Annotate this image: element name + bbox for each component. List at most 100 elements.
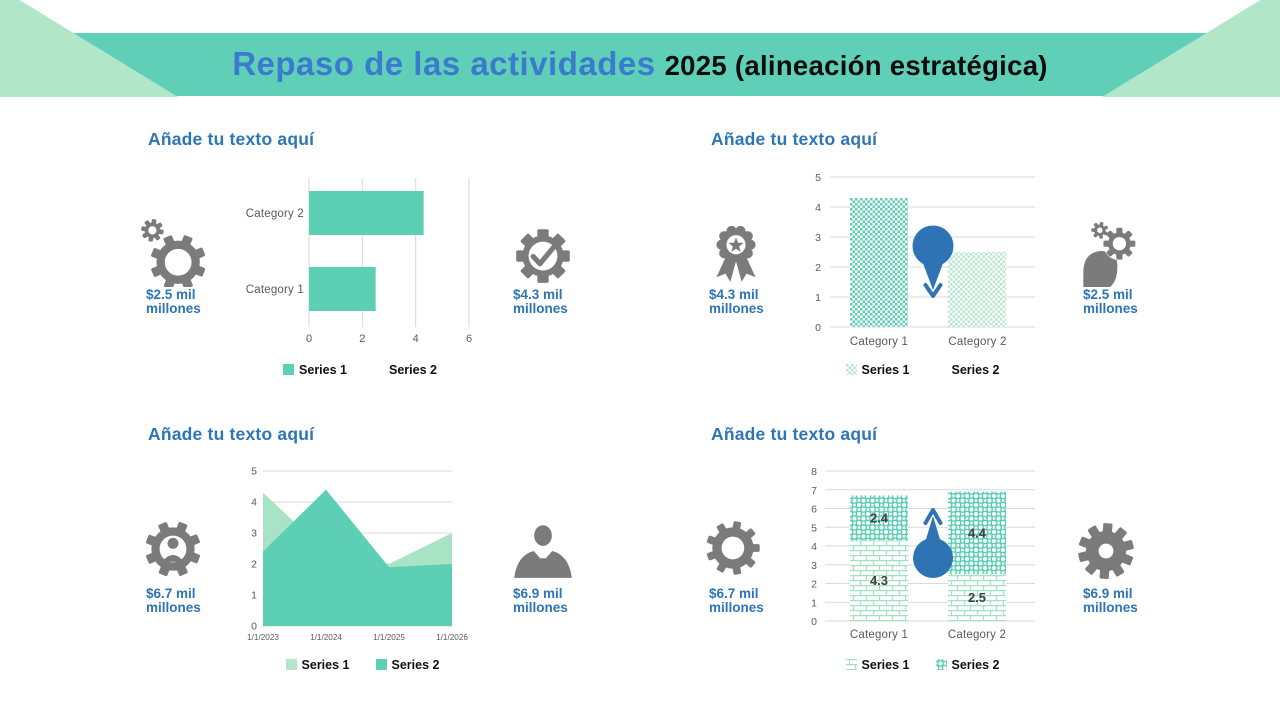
legend-swatch — [935, 659, 947, 670]
svg-text:8: 8 — [811, 466, 817, 478]
svg-text:Category 1: Category 1 — [850, 629, 908, 641]
svg-text:Category 2: Category 2 — [948, 336, 1006, 348]
svg-text:3: 3 — [815, 232, 821, 244]
svg-text:Category 1: Category 1 — [850, 336, 908, 348]
svg-text:Category 2: Category 2 — [246, 208, 304, 220]
svg-text:5: 5 — [251, 466, 257, 478]
legend-label: Series 1 — [299, 363, 347, 377]
header-band — [0, 33, 1280, 96]
chart-column-pattern: 0 1 2 3 4 5 Category 1 Category 2 — [815, 172, 1035, 348]
svg-text:4: 4 — [251, 497, 257, 509]
panel-heading: Añade tu texto aquí — [711, 129, 878, 149]
legend-item: Series 2 — [373, 363, 437, 377]
chart-stacked-column: 0 1 2 3 4 5 6 7 8 4.3 2.5 2.4 4.4 Category 1 Category … — [811, 466, 1035, 641]
panel-bottom-right: Añade tu texto aquí $6.7 mil millones 0 1… — [703, 420, 1183, 700]
stat-right-label: $6.9 mil millones — [513, 586, 568, 616]
svg-text:5: 5 — [815, 172, 821, 184]
svg-text:0: 0 — [251, 621, 257, 633]
legend: Series 1 Series 2 — [230, 363, 490, 377]
svg-text:6: 6 — [811, 504, 817, 516]
svg-text:3: 3 — [811, 560, 817, 572]
legend: Series 1 Series 2 — [805, 363, 1040, 377]
legend-swatch — [936, 364, 947, 375]
svg-text:1: 1 — [811, 597, 817, 609]
panel-heading: Añade tu texto aquí — [711, 424, 878, 444]
svg-text:1: 1 — [251, 590, 257, 602]
slide-title: Repaso de las actividades 2025 (alineació… — [0, 45, 1280, 83]
svg-text:0: 0 — [811, 616, 817, 628]
legend-label: Series 2 — [951, 363, 1000, 377]
svg-text:1/1/2025: 1/1/2025 — [373, 633, 405, 642]
chart-area: 0 1 2 3 4 5 1/1/2023 1/1/2024 1/1/2025 1/1/2026 — [247, 466, 468, 643]
svg-text:4.4: 4.4 — [968, 525, 987, 540]
panel-heading: Añade tu texto aquí — [148, 424, 315, 444]
businessman-icon — [514, 525, 572, 578]
legend-swatch — [845, 659, 857, 670]
legend-swatch — [285, 659, 297, 670]
svg-text:2.4: 2.4 — [870, 510, 889, 525]
person-gear-icon — [145, 521, 201, 577]
award-icon — [716, 225, 756, 282]
svg-text:6: 6 — [466, 333, 472, 345]
legend-label: Series 2 — [391, 658, 440, 672]
svg-text:2: 2 — [251, 559, 257, 571]
legend-label: Series 1 — [861, 658, 910, 672]
stat-left-label: $6.7 mil millones — [146, 586, 201, 616]
svg-text:1/1/2024: 1/1/2024 — [310, 633, 342, 642]
head-gear-icon — [1083, 221, 1136, 287]
ring-gear-icon — [706, 521, 760, 575]
legend-label: Series 2 — [951, 658, 1000, 672]
legend-label: Series 2 — [389, 363, 437, 377]
legend-label: Series 1 — [861, 363, 910, 377]
double-gear-icon — [141, 219, 205, 287]
svg-text:0: 0 — [815, 322, 821, 334]
chart-horizontal-bar: 0 2 4 6 Category 1 Category 2 — [246, 178, 472, 345]
svg-text:Category 1: Category 1 — [246, 284, 304, 296]
legend: Series 1 Series 2 — [805, 658, 1040, 672]
slide-title-main: Repaso de las actividades — [232, 45, 656, 82]
legend-item: Series 1 — [283, 363, 347, 377]
stat-right-label: $4.3 mil millones — [513, 287, 568, 317]
panel-top-left: Añade tu texto aquí $2.5 mil millones 0 2… — [140, 125, 620, 405]
legend-swatch — [375, 659, 387, 670]
legend-item: Series 1 — [285, 658, 350, 672]
svg-text:2: 2 — [811, 579, 817, 591]
svg-text:1/1/2026: 1/1/2026 — [436, 633, 468, 642]
svg-text:2.5: 2.5 — [968, 590, 986, 605]
svg-text:4.3: 4.3 — [870, 573, 888, 588]
legend-item: Series 2 — [935, 658, 1000, 672]
slide-title-suffix: 2025 (alineación estratégica) — [664, 50, 1048, 81]
legend-item: Series 2 — [375, 658, 440, 672]
svg-text:7: 7 — [811, 485, 817, 497]
svg-text:Category 2: Category 2 — [948, 629, 1006, 641]
svg-text:5: 5 — [811, 522, 817, 534]
svg-text:4: 4 — [413, 333, 419, 345]
panel-top-right: Añade tu texto aquí $4.3 mil millones 0 1… — [703, 125, 1183, 405]
legend-swatch — [373, 364, 384, 375]
svg-text:4: 4 — [811, 541, 817, 553]
gear-check-icon — [516, 229, 570, 283]
svg-text:1/1/2023: 1/1/2023 — [247, 633, 279, 642]
stat-left-label: $2.5 mil millones — [146, 287, 201, 317]
svg-text:1: 1 — [815, 292, 821, 304]
svg-text:2: 2 — [815, 262, 821, 274]
stat-right-label: $2.5 mil millones — [1083, 287, 1138, 317]
stat-left-label: $6.7 mil millones — [709, 586, 764, 616]
svg-text:2: 2 — [359, 333, 365, 345]
legend-swatch — [845, 364, 857, 375]
legend-label: Series 1 — [301, 658, 350, 672]
legend-item: Series 2 — [936, 363, 1000, 377]
legend-item: Series 1 — [845, 363, 910, 377]
legend-item: Series 1 — [845, 658, 910, 672]
svg-text:4: 4 — [815, 202, 821, 214]
cog-icon — [1078, 523, 1134, 580]
stat-left-label: $4.3 mil millones — [709, 287, 764, 317]
svg-text:0: 0 — [306, 333, 312, 345]
legend-swatch — [283, 364, 295, 375]
legend: Series 1 Series 2 — [240, 658, 485, 672]
panel-heading: Añade tu texto aquí — [148, 129, 315, 149]
svg-text:3: 3 — [251, 528, 257, 540]
stat-right-label: $6.9 mil millones — [1083, 586, 1138, 616]
